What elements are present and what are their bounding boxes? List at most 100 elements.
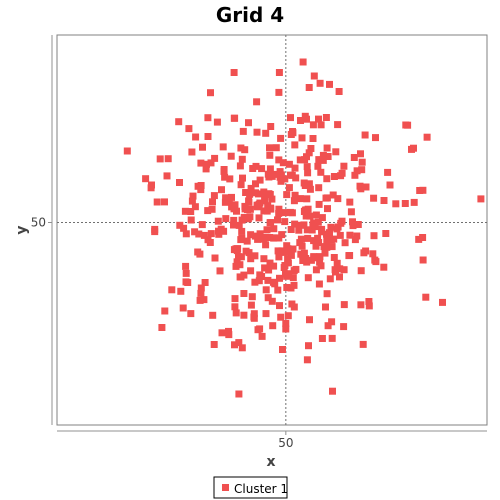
data-point bbox=[177, 287, 185, 295]
data-point bbox=[247, 267, 255, 275]
data-point bbox=[345, 252, 353, 260]
data-point bbox=[266, 151, 274, 159]
data-point bbox=[222, 194, 230, 202]
data-point bbox=[237, 181, 245, 189]
data-point bbox=[249, 165, 257, 172]
data-point bbox=[228, 193, 235, 201]
data-point bbox=[266, 144, 273, 152]
data-point bbox=[274, 286, 282, 294]
data-point bbox=[310, 237, 318, 245]
data-point bbox=[188, 148, 196, 156]
data-point bbox=[341, 239, 349, 247]
data-point bbox=[285, 184, 293, 192]
data-point bbox=[253, 203, 261, 211]
data-point bbox=[299, 251, 307, 259]
data-point bbox=[335, 88, 343, 95]
data-point bbox=[251, 232, 259, 240]
data-point bbox=[281, 248, 289, 256]
data-point bbox=[284, 312, 292, 320]
data-point bbox=[287, 226, 295, 233]
data-point bbox=[281, 175, 289, 183]
data-point bbox=[247, 301, 255, 309]
data-point bbox=[201, 279, 209, 286]
data-point bbox=[261, 264, 269, 272]
data-point bbox=[302, 212, 310, 220]
data-point bbox=[232, 262, 240, 270]
data-point bbox=[226, 175, 234, 183]
data-point bbox=[316, 79, 324, 87]
data-point bbox=[265, 173, 273, 181]
data-point bbox=[195, 230, 203, 238]
data-point bbox=[221, 198, 229, 206]
legend-marker bbox=[222, 484, 229, 491]
data-point bbox=[291, 164, 299, 172]
data-point bbox=[354, 221, 362, 228]
data-point bbox=[305, 180, 313, 188]
data-point bbox=[270, 262, 278, 270]
data-point bbox=[285, 270, 293, 278]
data-point bbox=[415, 235, 423, 243]
data-point bbox=[299, 58, 307, 66]
data-point bbox=[237, 236, 245, 244]
data-point bbox=[220, 227, 228, 235]
data-point bbox=[351, 171, 359, 179]
data-point bbox=[330, 173, 338, 180]
data-point bbox=[220, 167, 228, 175]
data-point bbox=[211, 154, 219, 162]
data-point bbox=[239, 127, 247, 135]
data-point bbox=[422, 293, 430, 301]
data-point bbox=[244, 206, 251, 214]
data-point bbox=[289, 245, 297, 253]
data-point bbox=[192, 133, 200, 141]
data-point bbox=[213, 118, 221, 126]
crosshair-layer bbox=[57, 35, 487, 425]
data-point bbox=[247, 231, 255, 239]
data-point bbox=[306, 212, 314, 220]
data-point bbox=[283, 191, 291, 199]
data-point bbox=[276, 168, 284, 176]
data-point bbox=[322, 303, 329, 311]
data-point bbox=[327, 236, 335, 244]
data-point bbox=[331, 266, 339, 274]
data-point bbox=[340, 323, 348, 331]
data-point bbox=[329, 387, 336, 395]
data-point bbox=[258, 165, 266, 173]
data-point bbox=[256, 176, 264, 184]
data-point bbox=[200, 231, 208, 239]
data-point bbox=[303, 226, 311, 234]
data-point bbox=[290, 281, 298, 289]
data-point bbox=[197, 289, 205, 297]
data-point bbox=[231, 295, 239, 303]
data-point bbox=[334, 121, 342, 129]
data-point bbox=[147, 184, 155, 192]
data-point bbox=[175, 118, 183, 126]
data-point bbox=[302, 206, 310, 214]
data-point bbox=[207, 89, 214, 97]
data-point bbox=[306, 185, 314, 193]
data-point bbox=[264, 294, 272, 302]
data-point bbox=[275, 69, 283, 76]
data-point bbox=[439, 298, 446, 306]
data-point bbox=[262, 310, 270, 318]
chart-title: Grid 4 bbox=[216, 3, 284, 27]
data-point bbox=[238, 344, 246, 352]
data-point bbox=[315, 280, 323, 288]
data-point bbox=[303, 163, 311, 171]
data-point bbox=[222, 215, 230, 223]
data-point bbox=[207, 159, 215, 167]
data-point bbox=[242, 189, 250, 196]
data-point bbox=[340, 266, 348, 274]
data-point bbox=[299, 257, 307, 264]
data-point bbox=[267, 123, 275, 130]
data-point bbox=[268, 195, 276, 203]
axis-ticks: 50 50 bbox=[31, 216, 294, 451]
data-point bbox=[168, 286, 176, 294]
data-point bbox=[312, 242, 320, 250]
data-point bbox=[235, 339, 243, 347]
data-point bbox=[269, 322, 277, 330]
data-point bbox=[337, 172, 345, 180]
data-point bbox=[142, 175, 150, 183]
data-point bbox=[163, 172, 171, 180]
data-point bbox=[164, 155, 172, 163]
data-point bbox=[261, 197, 269, 205]
